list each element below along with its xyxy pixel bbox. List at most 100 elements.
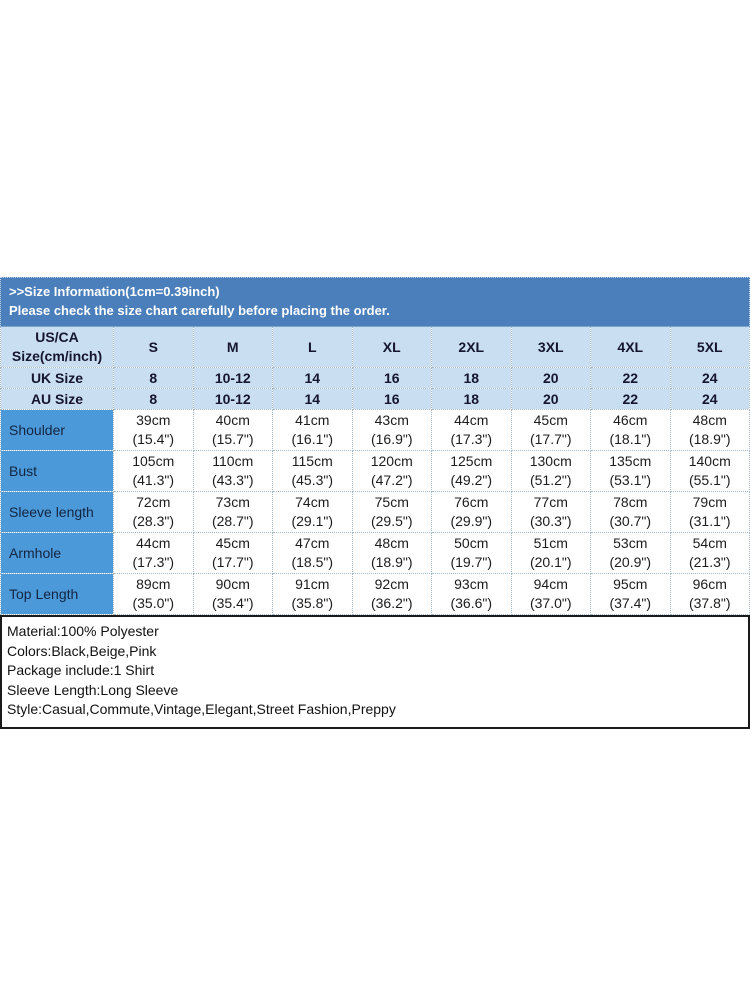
measurement-inch: (31.1") [688, 513, 731, 529]
product-detail-line: Sleeve Length:Long Sleeve [7, 681, 179, 698]
measurement-inch: (18.5") [291, 554, 334, 570]
measurement-cm: 91cm [295, 576, 330, 592]
measurement-inch: (37.0") [529, 595, 572, 611]
region-size-cell: 18 [431, 388, 512, 410]
measurement-row-label: Sleeve length [0, 491, 114, 533]
measurement-cm: 77cm [533, 494, 568, 510]
measurement-value-cell: 135cm (53.1") [590, 450, 671, 492]
measurement-value-cell: 50cm (19.7") [431, 532, 512, 574]
size-column-header: M [192, 326, 273, 368]
measurement-cm: 92cm [374, 576, 409, 592]
measurement-row-label: Armhole [0, 532, 114, 574]
region-size-cell: 18 [431, 367, 512, 389]
size-column-header: XL [351, 326, 432, 368]
region-row-label: UK Size [0, 367, 114, 389]
measurement-value-cell: 105cm (41.3") [113, 450, 194, 492]
measurement-inch: (16.9") [370, 431, 413, 447]
region-size-cell: 10-12 [192, 367, 273, 389]
banner-title: >>Size Information(1cm=0.39inch) [9, 284, 220, 299]
measurement-cm: 51cm [533, 535, 568, 551]
region-size-row: AU Size 8 10-12 14 16 18 20 22 24 [0, 388, 750, 410]
measurement-row-label: Top Length [0, 573, 114, 615]
measurement-cm: 89cm [136, 576, 171, 592]
measurement-value-cell: 125cm (49.2") [431, 450, 512, 492]
measurement-cm: 44cm [136, 535, 171, 551]
size-column-header: 2XL [431, 326, 512, 368]
measurement-cm: 39cm [136, 412, 171, 428]
region-size-cell: 14 [272, 367, 353, 389]
measurement-cm: 125cm [450, 453, 493, 469]
region-size-cell: 8 [113, 367, 194, 389]
measurement-cm: 41cm [295, 412, 330, 428]
measurement-inch: (55.1") [688, 472, 731, 488]
measurement-inch: (29.9") [450, 513, 493, 529]
measurement-value-cell: 73cm (28.7") [192, 491, 273, 533]
measurement-inch: (19.7") [450, 554, 493, 570]
measurement-value-cell: 47cm (18.5") [272, 532, 353, 574]
measurement-value-cell: 45cm (17.7") [192, 532, 273, 574]
measurement-inch: (51.2") [529, 472, 572, 488]
region-size-cell: 16 [351, 388, 432, 410]
product-detail-line: Colors:Black,Beige,Pink [7, 642, 157, 659]
measurement-value-cell: 44cm (17.3") [113, 532, 194, 574]
product-detail-line: Package include:1 Shirt [7, 662, 155, 678]
size-column-header: 5XL [669, 326, 750, 368]
measurement-cm: 96cm [692, 576, 727, 592]
measurement-cm: 79cm [692, 494, 727, 510]
measurement-inch: (17.3") [450, 431, 493, 447]
measurement-inch: (17.7") [211, 554, 254, 570]
measurement-cm: 48cm [374, 535, 409, 551]
measurement-value-cell: 51cm (20.1") [510, 532, 591, 574]
region-size-cell: 16 [351, 367, 432, 389]
corner-header-cell: US/CA Size(cm/inch) [0, 326, 114, 368]
measurement-value-cell: 110cm (43.3") [192, 450, 273, 492]
measurement-value-cell: 78cm (30.7") [590, 491, 671, 533]
measurement-inch: (17.3") [132, 554, 175, 570]
measurement-cm: 95cm [613, 576, 648, 592]
measurement-cm: 94cm [533, 576, 568, 592]
measurement-cm: 120cm [370, 453, 413, 469]
product-details-box: Material:100% Polyester Colors:Black,Beig… [0, 615, 750, 729]
measurement-value-cell: 79cm (31.1") [669, 491, 750, 533]
corner-header-line: US/CA [35, 329, 79, 345]
region-size-cell: 24 [669, 388, 750, 410]
region-size-cell: 24 [669, 367, 750, 389]
measurement-inch: (30.7") [609, 513, 652, 529]
measurement-cm: 43cm [374, 412, 409, 428]
measurement-row-label: Bust [0, 450, 114, 492]
measurement-value-cell: 91cm (35.8") [272, 573, 353, 615]
measurement-cm: 53cm [613, 535, 648, 551]
measurement-inch: (43.3") [211, 472, 254, 488]
measurement-row: Shoulder 39cm (15.4") 40cm (15.7") 41cm (16.1"… [0, 409, 750, 451]
measurement-inch: (28.7") [211, 513, 254, 529]
measurement-cm: 73cm [215, 494, 250, 510]
measurement-value-cell: 77cm (30.3") [510, 491, 591, 533]
measurement-value-cell: 74cm (29.1") [272, 491, 353, 533]
measurement-inch: (15.4") [132, 431, 175, 447]
measurement-inch: (35.0") [132, 595, 175, 611]
measurement-cm: 48cm [692, 412, 727, 428]
measurement-value-cell: 94cm (37.0") [510, 573, 591, 615]
measurement-value-cell: 40cm (15.7") [192, 409, 273, 451]
measurement-cm: 130cm [529, 453, 572, 469]
measurement-inch: (29.1") [291, 513, 334, 529]
measurement-inch: (30.3") [529, 513, 572, 529]
measurement-cm: 140cm [688, 453, 731, 469]
measurement-value-cell: 130cm (51.2") [510, 450, 591, 492]
measurement-row: Armhole 44cm (17.3") 45cm (17.7") 47cm (18.5")… [0, 532, 750, 574]
measurement-value-cell: 48cm (18.9") [351, 532, 432, 574]
measurement-inch: (35.8") [291, 595, 334, 611]
measurement-cm: 44cm [454, 412, 489, 428]
measurement-inch: (35.4") [211, 595, 254, 611]
measurement-cm: 115cm [291, 453, 333, 469]
region-size-cell: 10-12 [192, 388, 273, 410]
region-size-cell: 22 [590, 367, 671, 389]
measurement-row-label: Shoulder [0, 409, 114, 451]
size-header-row: US/CA Size(cm/inch) S M L XL 2XL 3XL 4XL 5XL [0, 326, 750, 368]
measurement-value-cell: 41cm (16.1") [272, 409, 353, 451]
measurement-value-cell: 93cm (36.6") [431, 573, 512, 615]
measurement-value-cell: 45cm (17.7") [510, 409, 591, 451]
measurement-inch: (37.8") [688, 595, 731, 611]
region-size-cell: 22 [590, 388, 671, 410]
